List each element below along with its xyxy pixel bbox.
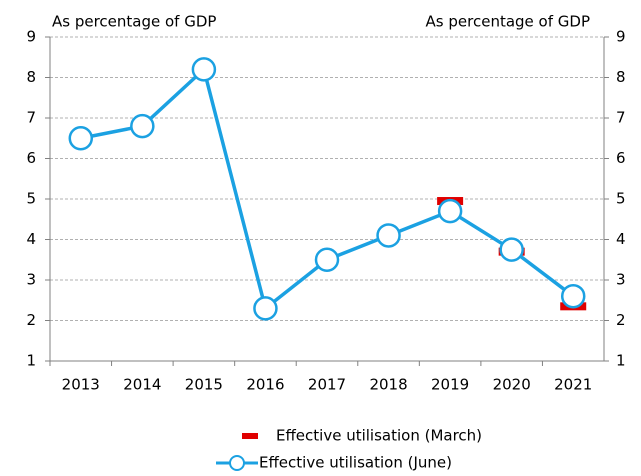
june-line	[80, 66, 575, 312]
june-marker	[499, 237, 524, 262]
y-tick-label: 2	[26, 311, 36, 329]
y-tick-label: 1	[26, 352, 36, 370]
y-tick-label: 9	[26, 28, 36, 46]
left-axis-label: As percentage of GDP	[52, 13, 216, 31]
x-tick-label: 2018	[369, 376, 407, 394]
x-tick-label: 2017	[308, 376, 346, 394]
y2-tick-label: 1	[616, 352, 626, 370]
x-tick-label: 2013	[62, 376, 100, 394]
x-tick-label: 2016	[246, 376, 284, 394]
legend-label: Effective utilisation (June)	[259, 454, 452, 472]
june-marker	[560, 283, 586, 309]
y-tick-label: 4	[26, 230, 36, 248]
june-marker	[437, 198, 463, 224]
y-tick-label: 8	[26, 68, 36, 86]
x-tick-label: 2020	[493, 376, 531, 394]
y2-tick-label: 5	[616, 190, 626, 208]
y-tick-label: 7	[26, 109, 36, 127]
y2-tick-label: 4	[616, 230, 626, 248]
june-marker	[130, 113, 155, 139]
x-tick-label: 2015	[185, 376, 223, 394]
legend-swatch	[229, 455, 245, 471]
y2-tick-label: 6	[616, 149, 626, 167]
y2-tick-label: 3	[616, 271, 626, 289]
y2-tick-label: 7	[616, 109, 626, 127]
y2-tick-label: 9	[616, 28, 626, 46]
y2-tick-label: 8	[616, 68, 626, 86]
x-tick-label: 2021	[554, 376, 592, 394]
y-tick-label: 3	[26, 271, 36, 289]
y-tick-label: 6	[26, 149, 36, 167]
june-marker	[68, 126, 94, 151]
legend-label: Effective utilisation (March)	[276, 427, 482, 445]
june-marker	[253, 296, 278, 321]
x-tick-label: 2019	[431, 376, 469, 394]
y-tick-label: 5	[26, 190, 36, 208]
june-marker	[376, 223, 401, 248]
x-tick-label: 2014	[123, 376, 161, 394]
y2-tick-label: 2	[616, 311, 626, 329]
june-marker	[314, 247, 340, 272]
right-axis-label: As percentage of GDP	[426, 13, 590, 31]
legend-swatch	[242, 433, 258, 439]
june-marker	[191, 57, 217, 82]
